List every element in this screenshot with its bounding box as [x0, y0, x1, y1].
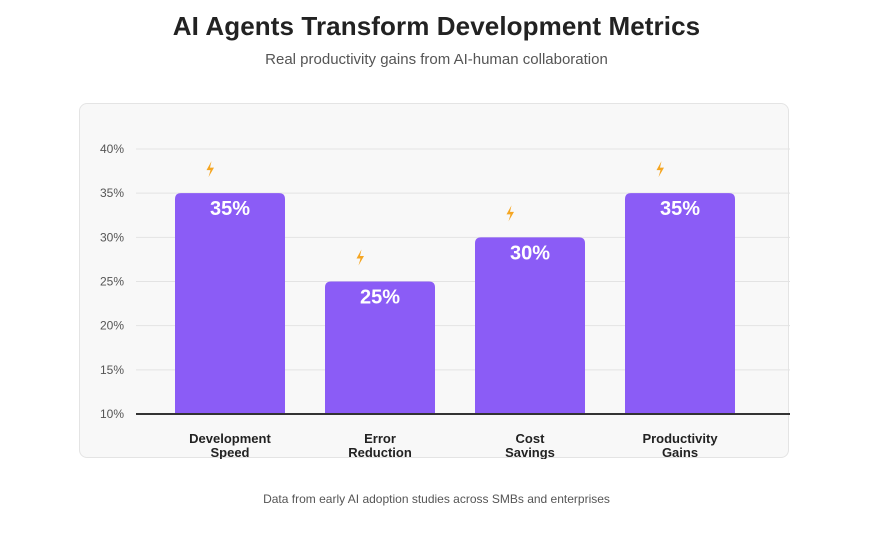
value-label: 25%: [360, 287, 400, 309]
category-label: Error: [364, 431, 396, 446]
category-label: Productivity: [642, 431, 718, 446]
chart-title: AI Agents Transform Development Metrics: [172, 11, 701, 41]
bar: [475, 237, 585, 414]
category-label: Speed: [210, 445, 249, 459]
y-tick-label: 30%: [100, 230, 124, 244]
bar: [175, 193, 285, 414]
category-label: Development: [189, 431, 271, 446]
lightning-icon: [656, 161, 664, 178]
y-tick-label: 10%: [100, 407, 124, 421]
chart-panel: 10% 15% 20% 25% 30% 35% 40% 35% 25% 30% 35% Devel…: [79, 103, 790, 459]
bars: [175, 193, 735, 414]
bar-chart: 10% 15% 20% 25% 30% 35% 40% 35% 25% 30% 35% Devel…: [100, 142, 790, 459]
category-label: Cost: [516, 431, 546, 446]
footnote: Data from early AI adoption studies acro…: [263, 492, 610, 506]
lightning-icon: [356, 249, 364, 266]
y-tick-label: 40%: [100, 142, 124, 156]
value-label: 30%: [510, 242, 550, 264]
y-axis-ticks: 10% 15% 20% 25% 30% 35% 40%: [100, 142, 124, 421]
y-tick-label: 20%: [100, 319, 124, 333]
lightning-icon: [206, 161, 214, 178]
category-label: Savings: [505, 445, 555, 459]
value-label: 35%: [210, 198, 250, 220]
value-label: 35%: [660, 198, 700, 220]
lightning-icons: [206, 161, 664, 266]
bar: [325, 281, 435, 414]
lightning-icon: [506, 205, 514, 222]
category-label: Reduction: [348, 445, 412, 459]
value-labels: 35% 25% 30% 35%: [210, 198, 700, 308]
bar: [625, 193, 735, 414]
category-label: Gains: [662, 445, 698, 459]
y-tick-label: 35%: [100, 186, 124, 200]
chart-subtitle: Real productivity gains from AI-human co…: [265, 51, 608, 68]
y-tick-label: 25%: [100, 275, 124, 289]
y-tick-label: 15%: [100, 363, 124, 377]
